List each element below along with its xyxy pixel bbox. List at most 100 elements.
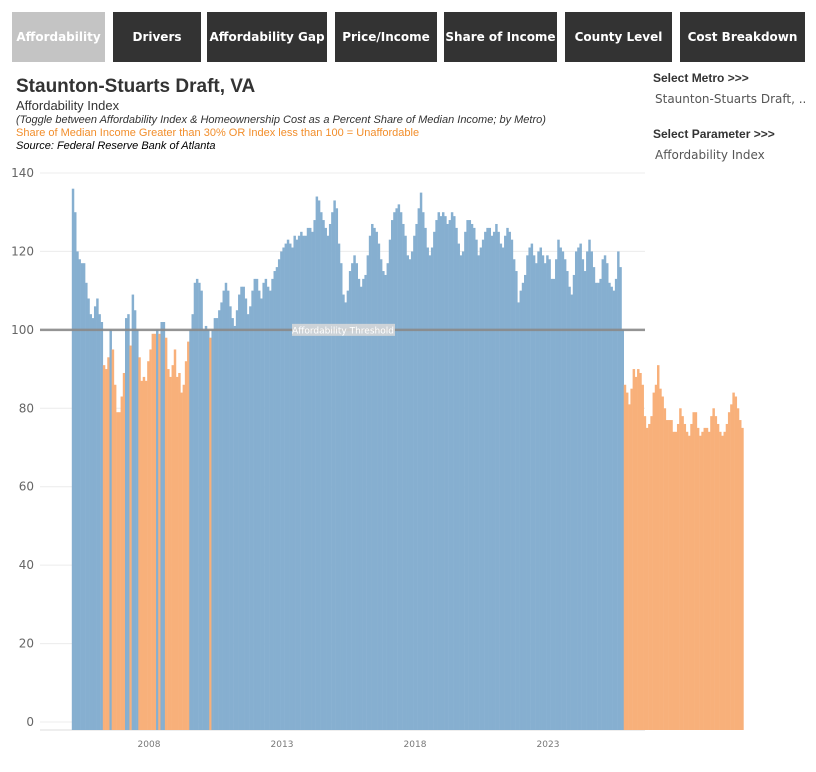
bar [712, 408, 715, 730]
threshold-label: Affordability Threshold [292, 326, 394, 336]
affordability-bar-chart: 0 20 40 60 80 100 120 140 2008 2013 2018 2023 Afford… [11, 166, 744, 750]
bar [366, 255, 370, 730]
bar [495, 223, 498, 731]
bar [610, 286, 613, 730]
bar [142, 376, 146, 730]
bar [497, 231, 500, 730]
bar [435, 220, 438, 730]
bar [590, 251, 593, 730]
bar [371, 223, 374, 731]
bar [286, 239, 290, 730]
bar [346, 290, 350, 730]
bar [231, 318, 234, 730]
bar [386, 263, 390, 730]
bar [133, 310, 137, 730]
select-metro-dropdown[interactable]: Staunton-Stuarts Draft, .. [655, 92, 805, 106]
bar [357, 278, 361, 730]
bar [264, 278, 268, 730]
bar [703, 427, 707, 730]
tab-drivers[interactable]: Drivers [113, 12, 201, 62]
bar [468, 220, 472, 730]
bar [244, 298, 248, 730]
bar [532, 255, 536, 730]
tab-affordability[interactable]: Affordability [12, 12, 105, 62]
bar [169, 376, 172, 730]
bar [461, 251, 465, 730]
bar [189, 329, 192, 730]
select-parameter-dropdown[interactable]: Affordability Index [655, 148, 765, 162]
bar [229, 306, 232, 730]
bar [614, 278, 618, 730]
bar [419, 192, 423, 731]
y-tick-label: 60 [19, 480, 34, 494]
bar [524, 274, 527, 730]
bar [87, 298, 90, 730]
tab-county-level[interactable]: County Level [565, 12, 672, 62]
tab-cost-breakdown[interactable]: Cost Breakdown [680, 12, 805, 62]
bar [235, 310, 239, 730]
bar [528, 247, 531, 730]
bar [253, 278, 257, 730]
bar [300, 231, 303, 730]
bar [98, 314, 101, 730]
bar [149, 349, 152, 730]
bar [269, 290, 272, 730]
bar [415, 223, 418, 731]
bar [563, 259, 567, 730]
bar [120, 396, 124, 730]
bar [304, 235, 308, 730]
bar [612, 290, 616, 730]
threshold-label-bg [292, 323, 395, 336]
bar [645, 427, 649, 730]
bar [218, 310, 221, 730]
bar [606, 263, 609, 730]
select-parameter-label: Select Parameter >>> [653, 127, 775, 141]
bar [479, 247, 483, 730]
bar [572, 274, 576, 730]
bar [113, 384, 117, 730]
x-tick-label: 2023 [537, 740, 560, 750]
bar [258, 290, 261, 730]
bar [220, 302, 223, 730]
bar [574, 251, 578, 730]
bar [508, 231, 511, 730]
bar [568, 286, 571, 730]
bar [246, 314, 250, 730]
bar [293, 235, 296, 730]
bar [721, 435, 724, 730]
bar [80, 263, 84, 730]
bar [506, 227, 509, 730]
bar [284, 243, 288, 730]
bar [76, 251, 79, 730]
bar [504, 235, 507, 730]
bar [410, 251, 414, 730]
bar [583, 271, 587, 730]
bar [164, 337, 168, 730]
tab-price-income[interactable]: Price/Income [335, 12, 437, 62]
bar [424, 227, 427, 730]
bar [632, 369, 636, 730]
bar [215, 318, 219, 730]
bar [282, 247, 285, 730]
bar [526, 255, 529, 730]
bar [552, 278, 556, 730]
bar [213, 318, 217, 730]
bar [340, 263, 343, 730]
bar [426, 247, 429, 730]
bar [78, 259, 81, 730]
bar [696, 427, 700, 730]
tab-share-of-income[interactable]: Share of Income [444, 12, 557, 62]
bar [577, 247, 580, 730]
bar [588, 239, 591, 730]
bar [302, 235, 305, 730]
bar [125, 318, 128, 730]
bar [408, 259, 412, 730]
bar [74, 212, 77, 731]
bar [289, 243, 292, 730]
bar [251, 290, 254, 730]
bar [136, 329, 139, 730]
bar [681, 416, 684, 730]
tab-affordability-gap[interactable]: Affordability Gap [207, 12, 327, 62]
bar [393, 212, 396, 731]
bar [457, 243, 460, 730]
